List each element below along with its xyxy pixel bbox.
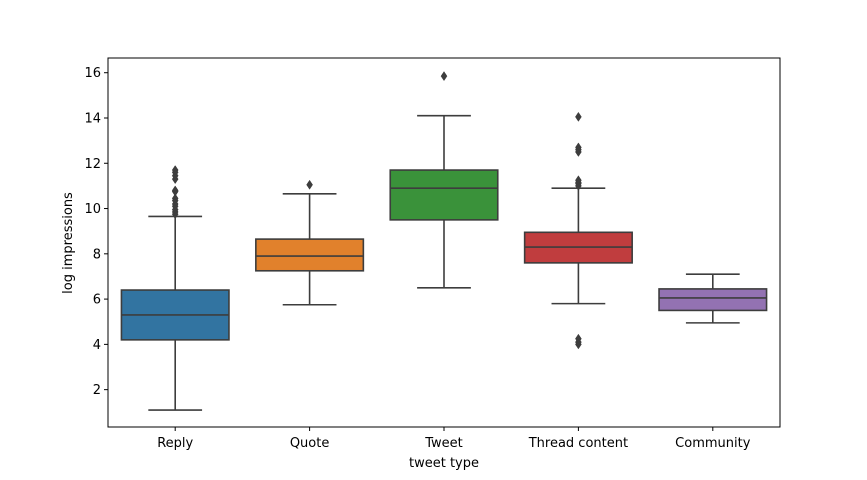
- outlier-point: [440, 71, 448, 82]
- interquartile-box: [255, 238, 365, 272]
- outlier-point: [575, 175, 582, 186]
- y-tick-label: 14: [84, 111, 101, 126]
- box-thread-content: [523, 111, 633, 350]
- outlier-point: [306, 179, 313, 190]
- outlier-point: [575, 142, 582, 153]
- y-tick-label: 2: [93, 383, 101, 398]
- y-tick-label: 6: [93, 293, 101, 308]
- outlier-point: [575, 333, 582, 344]
- x-tick-label: Tweet: [424, 436, 463, 451]
- plot-area: [120, 71, 768, 411]
- y-tick-label: 4: [93, 338, 101, 353]
- y-tick-label: 8: [93, 247, 101, 262]
- x-tick-label: Reply: [157, 436, 193, 451]
- interquartile-box: [389, 169, 499, 221]
- axes-frame: [107, 57, 781, 428]
- outlier-point: [171, 193, 179, 204]
- interquartile-box: [658, 288, 768, 312]
- outlier-point: [575, 111, 582, 122]
- x-tick-label: Community: [675, 436, 751, 451]
- box-reply: [120, 165, 230, 411]
- x-tick-label: Quote: [290, 436, 330, 451]
- y-tick-label: 12: [84, 157, 101, 172]
- outlier-point: [171, 165, 179, 176]
- outlier-point: [171, 185, 179, 196]
- y-tick-label: 16: [84, 66, 101, 81]
- x-axis-label: tweet type: [409, 456, 479, 471]
- x-axis: Reply Quote Tweet Thread content Community: [157, 427, 751, 451]
- x-tick-label: Thread content: [528, 436, 628, 451]
- box-community: [658, 273, 768, 324]
- y-axis: 2 4 6 8 10 12 14 16: [84, 66, 108, 398]
- box-tweet: [389, 71, 499, 289]
- y-tick-label: 10: [84, 202, 101, 217]
- box-quote: [255, 179, 365, 306]
- y-axis-label: log impressions: [61, 192, 76, 294]
